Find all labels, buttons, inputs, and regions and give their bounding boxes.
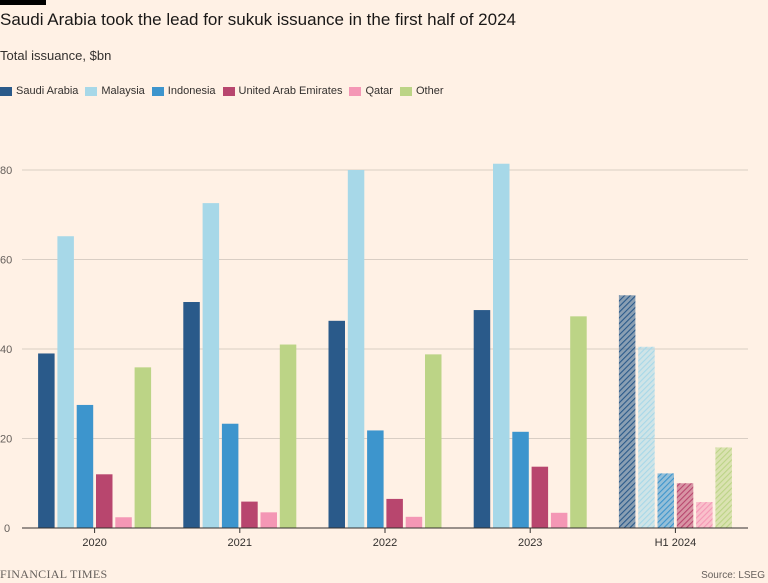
- bar-qatar-2022: [405, 516, 423, 528]
- bar-malaysia-2020: [57, 236, 74, 528]
- bar-other-2022: [425, 354, 442, 528]
- bar-indonesia-h1-2024: [657, 473, 674, 528]
- bar-malaysia-2023: [493, 163, 510, 529]
- legend-label: Indonesia: [167, 85, 216, 97]
- x-tick-label: 2023: [518, 537, 542, 549]
- bar-saudi-arabia-2022: [328, 320, 345, 528]
- bar-malaysia-h1-2024: [638, 346, 655, 528]
- bar-united-arab-emirates-2022: [386, 498, 403, 528]
- legend-swatch-other: [399, 86, 412, 96]
- bar-indonesia-2023: [512, 431, 529, 528]
- chart-subtitle: Total issuance, $bn: [0, 48, 112, 63]
- chart-legend: Saudi Arabia Malaysia Indonesia United Arab…: [0, 85, 450, 97]
- legend-item-united-arab-emirates: United Arab Emirates: [222, 85, 343, 97]
- bar-qatar-2023: [550, 512, 568, 528]
- bar-saudi-arabia-2020: [38, 353, 55, 528]
- x-tick-label: 2021: [228, 537, 252, 549]
- bar-other-h1-2024: [715, 447, 732, 528]
- bar-chart: 20 40 60 80 2020 2021 2022 2023 H1 2024 0: [0, 163, 748, 549]
- bar-qatar-h1-2024: [696, 502, 713, 528]
- legend-item-indonesia: Indonesia: [151, 85, 216, 97]
- bar-united-arab-emirates-h1-2024: [676, 483, 694, 528]
- x-tick-label: 2020: [82, 537, 106, 549]
- legend-swatch-saudi-arabia: [0, 86, 12, 96]
- ft-logo: FINANCIAL TIMES: [0, 567, 108, 581]
- legend-swatch-malaysia: [85, 86, 98, 96]
- legend-item-malaysia: Malaysia: [85, 85, 145, 97]
- x-tick-label: H1 2024: [655, 537, 697, 549]
- bar-united-arab-emirates-2020: [96, 474, 113, 528]
- bar-saudi-arabia-2023: [473, 310, 491, 528]
- bar-indonesia-2022: [367, 430, 384, 528]
- bar-indonesia-2020: [76, 404, 94, 528]
- bar-other-2020: [134, 367, 152, 528]
- bar-saudi-arabia-h1-2024: [618, 295, 636, 528]
- brand-bar: [0, 0, 46, 5]
- bar-united-arab-emirates-2023: [531, 466, 549, 528]
- x-tick-label: 2022: [373, 537, 397, 549]
- bar-united-arab-emirates-2021: [241, 501, 258, 528]
- source-note: Source: LSEG: [701, 570, 765, 581]
- legend-swatch-united-arab-emirates: [222, 86, 235, 96]
- bar-saudi-arabia-2021: [183, 302, 200, 528]
- legend-swatch-indonesia: [151, 86, 164, 96]
- bar-malaysia-2021: [202, 203, 220, 528]
- legend-swatch-qatar: [349, 86, 362, 96]
- legend-label: Saudi Arabia: [16, 85, 79, 97]
- legend-label: Qatar: [365, 85, 393, 97]
- y-tick-label: 0: [4, 523, 10, 535]
- y-tick-label: 20: [0, 434, 12, 446]
- bar-qatar-2020: [115, 517, 132, 528]
- bar-other-2021: [279, 344, 297, 528]
- bar-malaysia-2022: [347, 170, 365, 528]
- chart-title: Saudi Arabia took the lead for sukuk iss…: [0, 10, 516, 29]
- legend-label: Other: [415, 85, 444, 97]
- legend-item-saudi-arabia: Saudi Arabia: [0, 85, 78, 97]
- y-tick-label: 40: [0, 344, 12, 356]
- y-tick-label: 60: [0, 255, 12, 267]
- bar-indonesia-2021: [221, 423, 239, 528]
- y-tick-label: 80: [0, 165, 12, 177]
- legend-item-other: Other: [399, 85, 444, 97]
- bar-qatar-2021: [260, 512, 277, 528]
- bar-other-2023: [570, 316, 587, 528]
- legend-item-qatar: Qatar: [349, 85, 393, 97]
- legend-label: Malaysia: [101, 85, 145, 97]
- legend-label: United Arab Emirates: [238, 85, 343, 97]
